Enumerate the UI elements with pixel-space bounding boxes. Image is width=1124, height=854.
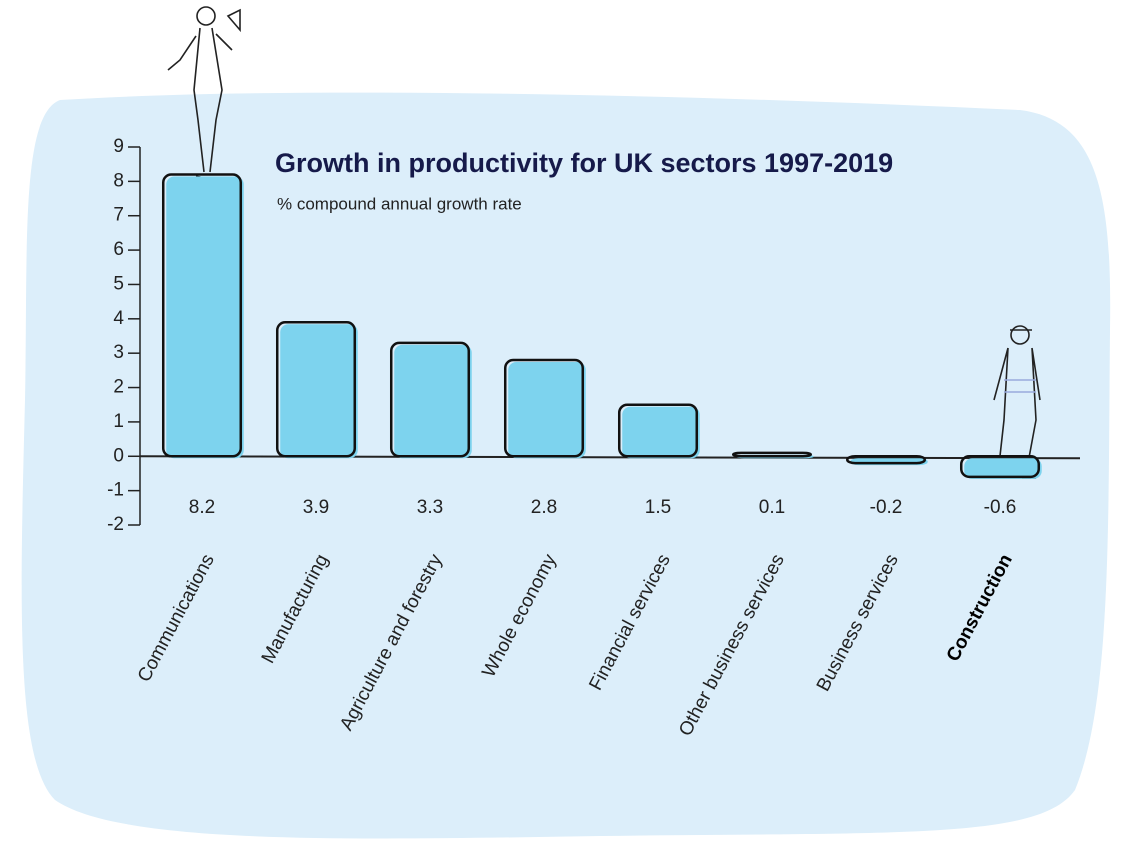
person-worker <box>984 325 1041 479</box>
value-label: 3.3 <box>417 497 443 518</box>
y-tick-label: 7 <box>113 205 124 226</box>
value-label: 1.5 <box>645 497 671 518</box>
value-label: 3.9 <box>303 497 329 518</box>
value-label: -0.2 <box>870 497 903 518</box>
bar-outline <box>731 451 813 458</box>
bar-outline <box>617 403 699 458</box>
y-tick-label: 5 <box>113 273 124 294</box>
value-label: 2.8 <box>531 497 557 518</box>
bar <box>280 324 358 459</box>
bar <box>622 406 700 459</box>
value-label: 8.2 <box>189 497 215 518</box>
background-blob <box>21 92 1111 839</box>
y-tick-label: -2 <box>107 514 124 535</box>
bar <box>166 176 244 459</box>
y-tick-label: 0 <box>113 445 124 466</box>
y-tick-label: 8 <box>113 170 124 191</box>
chart-title: Growth in productivity for UK sectors 19… <box>275 148 893 178</box>
bar-outline <box>845 455 927 465</box>
bar-outline <box>503 358 585 458</box>
bar-outline <box>275 321 357 458</box>
value-label: 0.1 <box>759 497 785 518</box>
bar-outline <box>389 341 471 458</box>
y-tick-label: 1 <box>113 411 124 432</box>
bar <box>964 458 1042 479</box>
chart-subtitle: % compound annual growth rate <box>277 194 522 213</box>
y-tick-label: 2 <box>113 377 124 398</box>
y-tick-label: 4 <box>113 308 124 329</box>
y-tick-label: 3 <box>113 342 124 363</box>
value-label: -0.6 <box>984 497 1017 518</box>
bar-outline <box>161 173 243 458</box>
bar-outline <box>959 455 1041 479</box>
y-tick-label: 9 <box>113 136 124 157</box>
y-tick-label: -1 <box>107 480 124 501</box>
bar <box>508 362 586 459</box>
bar <box>394 344 472 459</box>
y-tick-label: 6 <box>113 239 124 260</box>
